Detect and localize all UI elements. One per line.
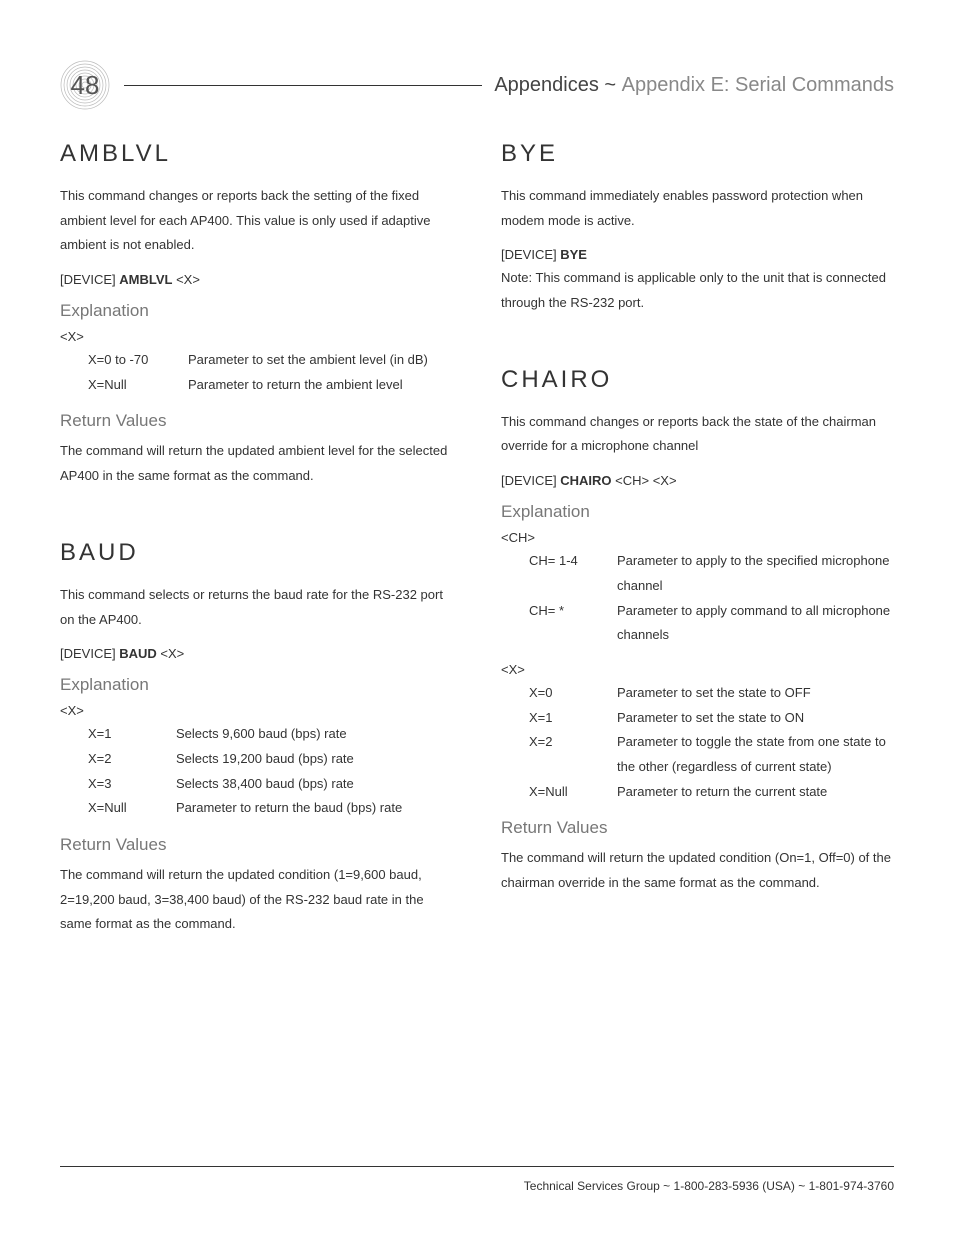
page-number-badge: 48 [60, 60, 110, 110]
param-row: X=2Selects 19,200 baud (bps) rate [88, 747, 453, 772]
chairo-rv-heading: Return Values [501, 818, 894, 838]
bye-syntax: [DEVICE] BYE [501, 247, 894, 262]
param-key: CH= 1-4 [529, 549, 617, 598]
syntax-cmd: CHAIRO [560, 473, 611, 488]
param-row: X=0Parameter to set the state to OFF [529, 681, 894, 706]
syntax-prefix: [DEVICE] [501, 473, 560, 488]
syntax-prefix: [DEVICE] [60, 646, 119, 661]
param-key: X=1 [529, 706, 617, 731]
param-val: Parameter to return the baud (bps) rate [176, 796, 453, 821]
param-val: Selects 19,200 baud (bps) rate [176, 747, 453, 772]
page-number: 48 [71, 70, 100, 101]
param-row: CH= *Parameter to apply command to all m… [529, 599, 894, 648]
param-key: X=2 [88, 747, 176, 772]
amblvl-syntax: [DEVICE] AMBLVL <X> [60, 272, 453, 287]
chairo-rv-text: The command will return the updated cond… [501, 846, 894, 895]
footer-rule [60, 1166, 894, 1167]
param-row: X=NullParameter to return the baud (bps)… [88, 796, 453, 821]
baud-rv-text: The command will return the updated cond… [60, 863, 453, 937]
param-key: X=1 [88, 722, 176, 747]
syntax-cmd: AMBLVL [119, 272, 172, 287]
param-key: X=Null [88, 796, 176, 821]
param-key: X=0 to -70 [88, 348, 188, 373]
param-key: X=2 [529, 730, 617, 779]
param-val: Selects 9,600 baud (bps) rate [176, 722, 453, 747]
param-key: X=Null [529, 780, 617, 805]
bye-desc: This command immediately enables passwor… [501, 184, 894, 233]
header-title: Appendices ~ Appendix E: Serial Commands [494, 74, 894, 97]
chairo-x-group: <X> [501, 662, 894, 677]
footer-text: Technical Services Group ~ 1-800-283-593… [60, 1179, 894, 1193]
amblvl-rv-text: The command will return the updated ambi… [60, 439, 453, 488]
param-key: X=Null [88, 373, 188, 398]
param-val: Parameter to set the ambient level (in d… [188, 348, 453, 373]
baud-rv-heading: Return Values [60, 835, 453, 855]
syntax-prefix: [DEVICE] [60, 272, 119, 287]
param-val: Parameter to set the state to ON [617, 706, 894, 731]
chairo-desc: This command changes or reports back the… [501, 410, 894, 459]
left-column: AMBLVL This command changes or reports b… [60, 140, 453, 951]
chairo-explanation-heading: Explanation [501, 502, 894, 522]
baud-title: BAUD [60, 539, 453, 567]
param-val: Parameter to apply command to all microp… [617, 599, 894, 648]
param-val: Parameter to return the ambient level [188, 373, 453, 398]
param-row: X=1Parameter to set the state to ON [529, 706, 894, 731]
amblvl-explanation-heading: Explanation [60, 301, 453, 321]
baud-explanation-heading: Explanation [60, 675, 453, 695]
param-row: X=NullParameter to return the current st… [529, 780, 894, 805]
page-footer: Technical Services Group ~ 1-800-283-593… [60, 1166, 894, 1193]
amblvl-desc: This command changes or reports back the… [60, 184, 453, 258]
param-row: X=3Selects 38,400 baud (bps) rate [88, 772, 453, 797]
header-prefix: Appendices ~ [494, 74, 621, 96]
param-key: X=0 [529, 681, 617, 706]
amblvl-params: X=0 to -70Parameter to set the ambient l… [88, 348, 453, 397]
param-key: X=3 [88, 772, 176, 797]
syntax-cmd: BAUD [119, 646, 157, 661]
param-val: Parameter to set the state to OFF [617, 681, 894, 706]
baud-syntax: [DEVICE] BAUD <X> [60, 646, 453, 661]
syntax-args: <X> [172, 272, 199, 287]
param-val: Parameter to toggle the state from one s… [617, 730, 894, 779]
header-suffix: Appendix E: Serial Commands [622, 74, 894, 96]
baud-params: X=1Selects 9,600 baud (bps) rate X=2Sele… [88, 722, 453, 821]
chairo-title: CHAIRO [501, 366, 894, 394]
right-column: BYE This command immediately enables pas… [501, 140, 894, 951]
bye-title: BYE [501, 140, 894, 168]
syntax-prefix: [DEVICE] [501, 247, 560, 262]
baud-desc: This command selects or returns the baud… [60, 583, 453, 632]
syntax-args: <X> [157, 646, 184, 661]
param-key: CH= * [529, 599, 617, 648]
amblvl-param-group: <X> [60, 329, 453, 344]
param-row: X=0 to -70Parameter to set the ambient l… [88, 348, 453, 373]
chairo-ch-params: CH= 1-4Parameter to apply to the specifi… [529, 549, 894, 648]
page-header: 48 Appendices ~ Appendix E: Serial Comma… [60, 60, 894, 110]
param-row: X=2Parameter to toggle the state from on… [529, 730, 894, 779]
amblvl-rv-heading: Return Values [60, 411, 453, 431]
chairo-ch-group: <CH> [501, 530, 894, 545]
param-val: Parameter to apply to the specified micr… [617, 549, 894, 598]
chairo-syntax: [DEVICE] CHAIRO <CH> <X> [501, 473, 894, 488]
amblvl-title: AMBLVL [60, 140, 453, 168]
param-val: Parameter to return the current state [617, 780, 894, 805]
chairo-x-params: X=0Parameter to set the state to OFF X=1… [529, 681, 894, 804]
syntax-args: <CH> <X> [612, 473, 677, 488]
baud-param-group: <X> [60, 703, 453, 718]
syntax-cmd: BYE [560, 247, 587, 262]
param-row: X=NullParameter to return the ambient le… [88, 373, 453, 398]
param-row: X=1Selects 9,600 baud (bps) rate [88, 722, 453, 747]
param-row: CH= 1-4Parameter to apply to the specifi… [529, 549, 894, 598]
param-val: Selects 38,400 baud (bps) rate [176, 772, 453, 797]
header-rule [124, 85, 482, 86]
bye-note: Note: This command is applicable only to… [501, 266, 894, 315]
